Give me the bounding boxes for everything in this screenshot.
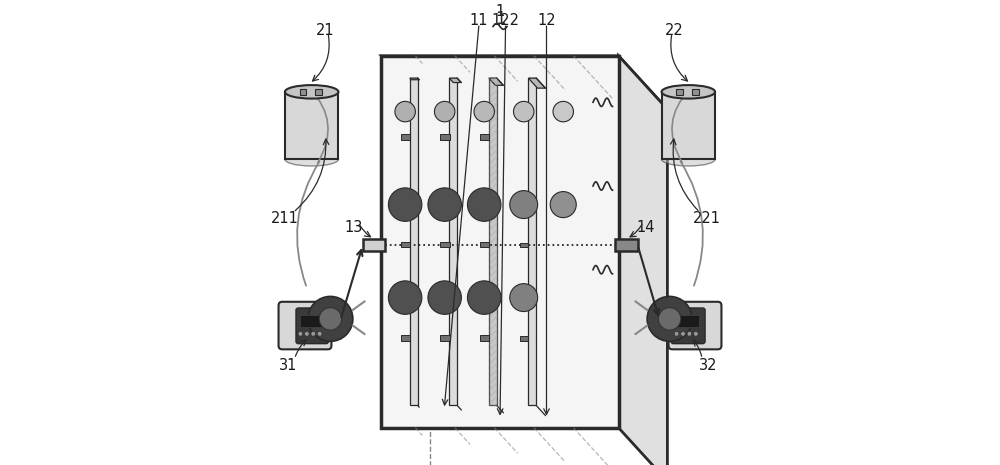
Text: 11: 11 — [470, 13, 488, 28]
FancyBboxPatch shape — [279, 302, 331, 349]
Bar — [480, 335, 489, 341]
Bar — [401, 134, 410, 140]
Circle shape — [311, 332, 316, 336]
Text: 22: 22 — [665, 23, 684, 38]
Bar — [480, 134, 489, 140]
Bar — [675, 315, 699, 327]
Bar — [520, 336, 528, 341]
Bar — [300, 88, 306, 95]
Bar — [401, 242, 410, 247]
Circle shape — [467, 188, 501, 221]
Polygon shape — [410, 78, 418, 405]
Bar — [676, 88, 683, 95]
Ellipse shape — [285, 85, 338, 99]
Circle shape — [474, 101, 494, 122]
Circle shape — [647, 296, 692, 341]
Polygon shape — [449, 78, 461, 82]
Bar — [363, 239, 385, 251]
Text: 122: 122 — [492, 13, 520, 28]
Bar — [692, 88, 699, 95]
Text: 13: 13 — [345, 220, 363, 235]
Circle shape — [428, 281, 461, 314]
Text: 1: 1 — [495, 4, 505, 19]
Ellipse shape — [662, 85, 715, 99]
Circle shape — [395, 101, 415, 122]
Circle shape — [434, 101, 455, 122]
FancyBboxPatch shape — [671, 308, 705, 344]
Text: 12: 12 — [537, 13, 556, 28]
Bar — [315, 88, 322, 95]
Polygon shape — [449, 78, 457, 405]
Bar — [480, 242, 489, 247]
Text: 21: 21 — [316, 23, 335, 38]
Polygon shape — [381, 56, 619, 428]
Circle shape — [510, 191, 538, 219]
Circle shape — [513, 101, 534, 122]
Bar — [615, 239, 638, 251]
Bar — [440, 242, 450, 247]
Bar — [520, 243, 528, 247]
Text: 221: 221 — [693, 211, 721, 226]
Bar — [440, 134, 450, 140]
Polygon shape — [619, 56, 667, 465]
Circle shape — [388, 281, 422, 314]
Circle shape — [428, 188, 461, 221]
Circle shape — [467, 281, 501, 314]
Circle shape — [550, 192, 576, 218]
Circle shape — [658, 308, 681, 330]
Circle shape — [674, 332, 679, 336]
Bar — [662, 92, 715, 159]
Circle shape — [510, 284, 538, 312]
Circle shape — [298, 332, 303, 336]
Circle shape — [317, 332, 322, 336]
Text: 31: 31 — [279, 358, 298, 372]
Polygon shape — [410, 78, 419, 80]
Circle shape — [553, 101, 573, 122]
Circle shape — [681, 332, 685, 336]
Circle shape — [319, 308, 342, 330]
Ellipse shape — [285, 153, 338, 166]
Polygon shape — [489, 78, 503, 86]
FancyBboxPatch shape — [296, 308, 328, 344]
Bar — [300, 315, 322, 327]
Text: 1: 1 — [495, 10, 505, 28]
Bar — [401, 335, 410, 341]
Circle shape — [693, 332, 698, 336]
Ellipse shape — [662, 153, 715, 166]
Bar — [440, 335, 450, 341]
Text: 14: 14 — [637, 220, 655, 235]
Polygon shape — [528, 78, 536, 405]
Text: 32: 32 — [699, 358, 718, 372]
Circle shape — [687, 332, 692, 336]
FancyBboxPatch shape — [669, 302, 721, 349]
Circle shape — [308, 296, 353, 341]
Circle shape — [388, 188, 422, 221]
Polygon shape — [381, 56, 667, 109]
Circle shape — [305, 332, 309, 336]
Text: 211: 211 — [271, 211, 299, 226]
Polygon shape — [489, 78, 497, 405]
Bar — [285, 92, 338, 159]
Polygon shape — [528, 78, 545, 88]
